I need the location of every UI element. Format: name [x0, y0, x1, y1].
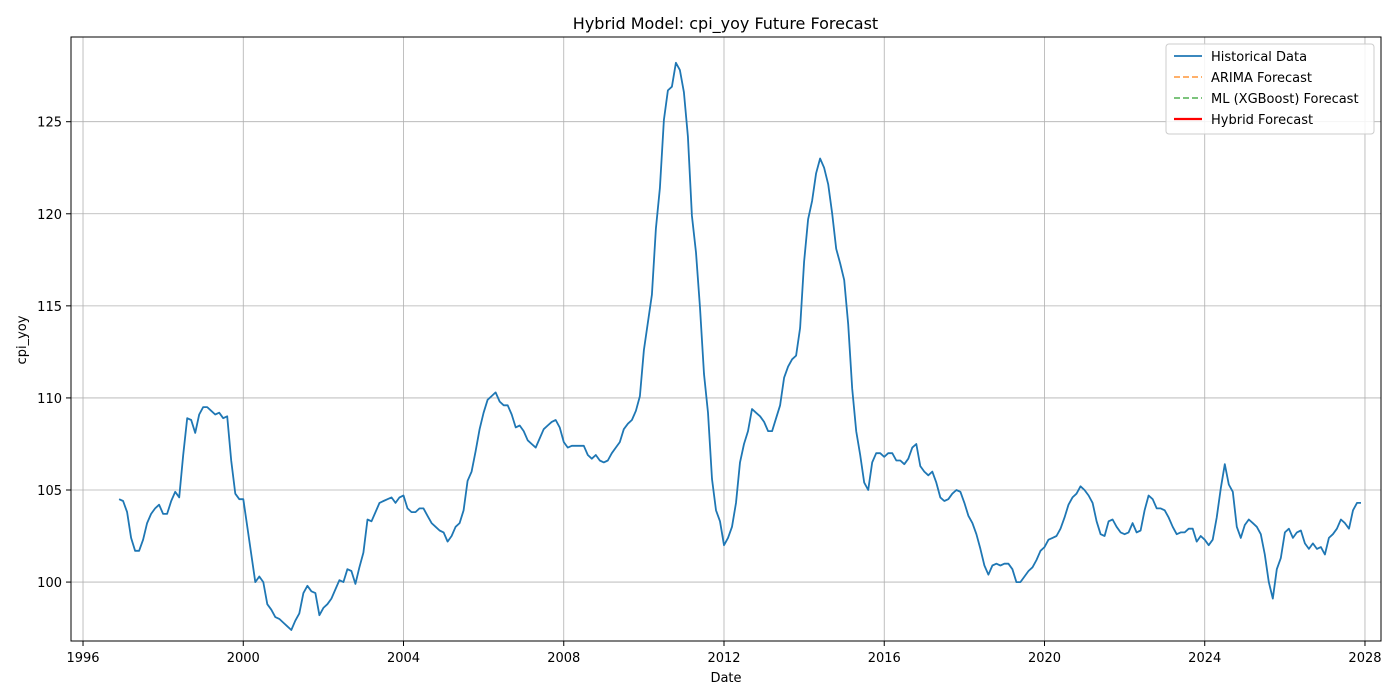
x-axis-title: Date	[710, 671, 741, 686]
x-axis-ticks: 1996 2000 2004 2008 2012 2016 2020 2024 2028	[66, 641, 1382, 666]
y-tick-label: 100	[37, 576, 62, 591]
x-tick-label: 2028	[1348, 651, 1381, 666]
y-tick-label: 105	[37, 484, 62, 499]
grid-lines	[71, 37, 1381, 641]
x-tick-label: 2000	[227, 651, 260, 666]
plot-frame	[70, 36, 1382, 642]
y-tick-label: 120	[37, 208, 62, 223]
x-tick-label: 2004	[387, 651, 420, 666]
x-tick-label: 2008	[547, 651, 580, 666]
legend-entry-label: ARIMA Forecast	[1211, 71, 1312, 86]
x-tick-label: 2020	[1028, 651, 1061, 666]
legend-entry-label: ML (XGBoost) Forecast	[1211, 92, 1359, 107]
legend: Historical Data ARIMA Forecast ML (XGBoost…	[1165, 43, 1375, 135]
y-tick-label: 115	[37, 300, 62, 315]
legend-entry-label: Hybrid Forecast	[1211, 113, 1313, 128]
series-line-0	[118, 61, 1361, 631]
x-tick-label: 2024	[1188, 651, 1221, 666]
y-axis-title: cpi_yoy	[15, 315, 30, 364]
y-tick-label: 110	[37, 392, 62, 407]
x-tick-label: 1996	[66, 651, 99, 666]
x-tick-label: 2012	[707, 651, 740, 666]
x-tick-label: 2016	[868, 651, 901, 666]
y-axis-ticks: 100 105 110 115 120 125	[37, 116, 71, 591]
chart-title: Hybrid Model: cpi_yoy Future Forecast	[573, 14, 878, 34]
y-tick-label: 125	[37, 116, 62, 131]
legend-entry-label: Historical Data	[1211, 50, 1307, 65]
legend-box	[1165, 43, 1375, 135]
series-lines	[118, 61, 1361, 631]
